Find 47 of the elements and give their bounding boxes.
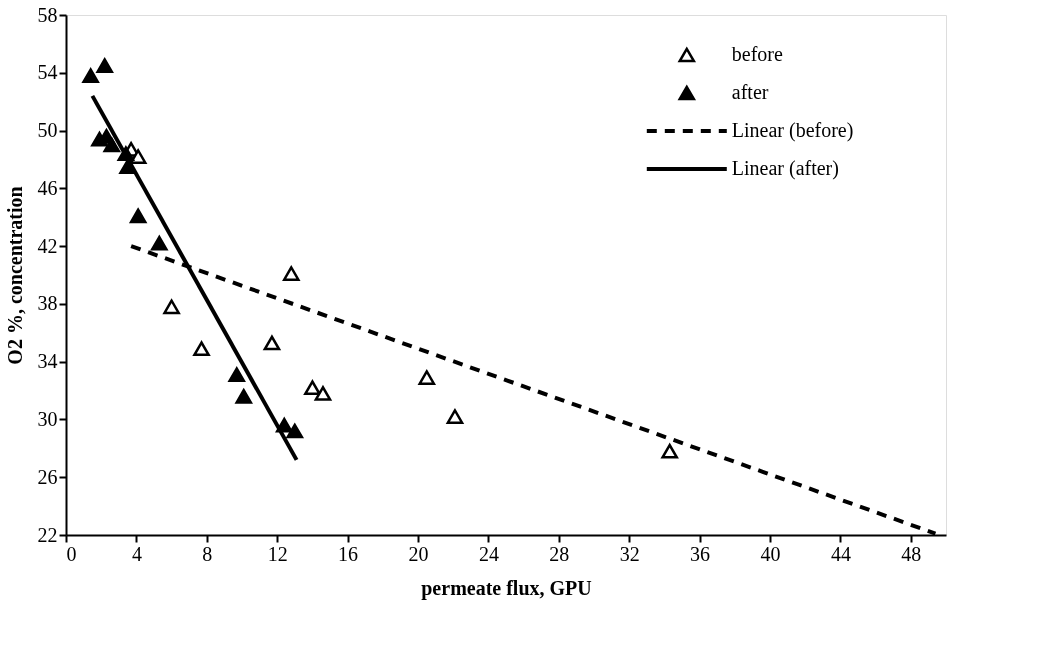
x-tick-label: 44 — [830, 542, 851, 565]
y-tick-label: 42 — [37, 234, 58, 257]
y-tick-label: 38 — [37, 292, 58, 315]
point — [150, 235, 168, 251]
point — [304, 380, 321, 396]
x-tick-label: 40 — [760, 542, 781, 565]
point — [129, 149, 147, 164]
point — [193, 341, 210, 357]
legend-label: Linear (after) — [731, 157, 839, 180]
x-axis-title: permeate flux, GPU — [421, 576, 592, 600]
x-tick-label: 36 — [690, 542, 711, 565]
y-tick-label: 50 — [37, 119, 58, 142]
point — [103, 137, 121, 153]
x-tick-label: 28 — [549, 542, 570, 565]
y-tick-label: 58 — [37, 3, 58, 26]
point — [96, 58, 114, 73]
y-tick-label: 22 — [37, 523, 58, 546]
legend-label: Linear (before) — [731, 119, 854, 142]
y-tick-label: 34 — [37, 350, 58, 373]
y-axis-title: O2 %, concentration — [3, 186, 26, 365]
point — [129, 208, 147, 224]
legend-label: after — [731, 81, 769, 103]
x-tick-label: 16 — [338, 542, 359, 565]
x-tick-label: 4 — [131, 542, 142, 565]
point — [286, 423, 304, 439]
point — [418, 370, 436, 385]
point — [235, 388, 253, 404]
point — [82, 68, 99, 84]
x-tick-label: 48 — [901, 542, 922, 565]
y-tick-label: 26 — [37, 465, 58, 488]
y-tick-label: 30 — [37, 407, 58, 430]
y-tick-label: 54 — [37, 61, 58, 84]
point — [661, 443, 678, 459]
x-tick-label: 12 — [267, 542, 288, 565]
point — [314, 386, 332, 401]
y-tick-label: 46 — [37, 176, 58, 199]
x-tick-label: 20 — [408, 542, 429, 565]
x-tick-label: 8 — [202, 542, 213, 565]
point — [228, 367, 246, 383]
x-tick-label: 0 — [66, 542, 77, 565]
point — [446, 409, 464, 424]
legend-label: before — [731, 43, 783, 65]
x-tick-label: 32 — [619, 542, 640, 565]
point — [282, 266, 300, 281]
point — [263, 335, 281, 351]
x-tick-label: 24 — [478, 542, 499, 565]
point — [163, 299, 180, 315]
